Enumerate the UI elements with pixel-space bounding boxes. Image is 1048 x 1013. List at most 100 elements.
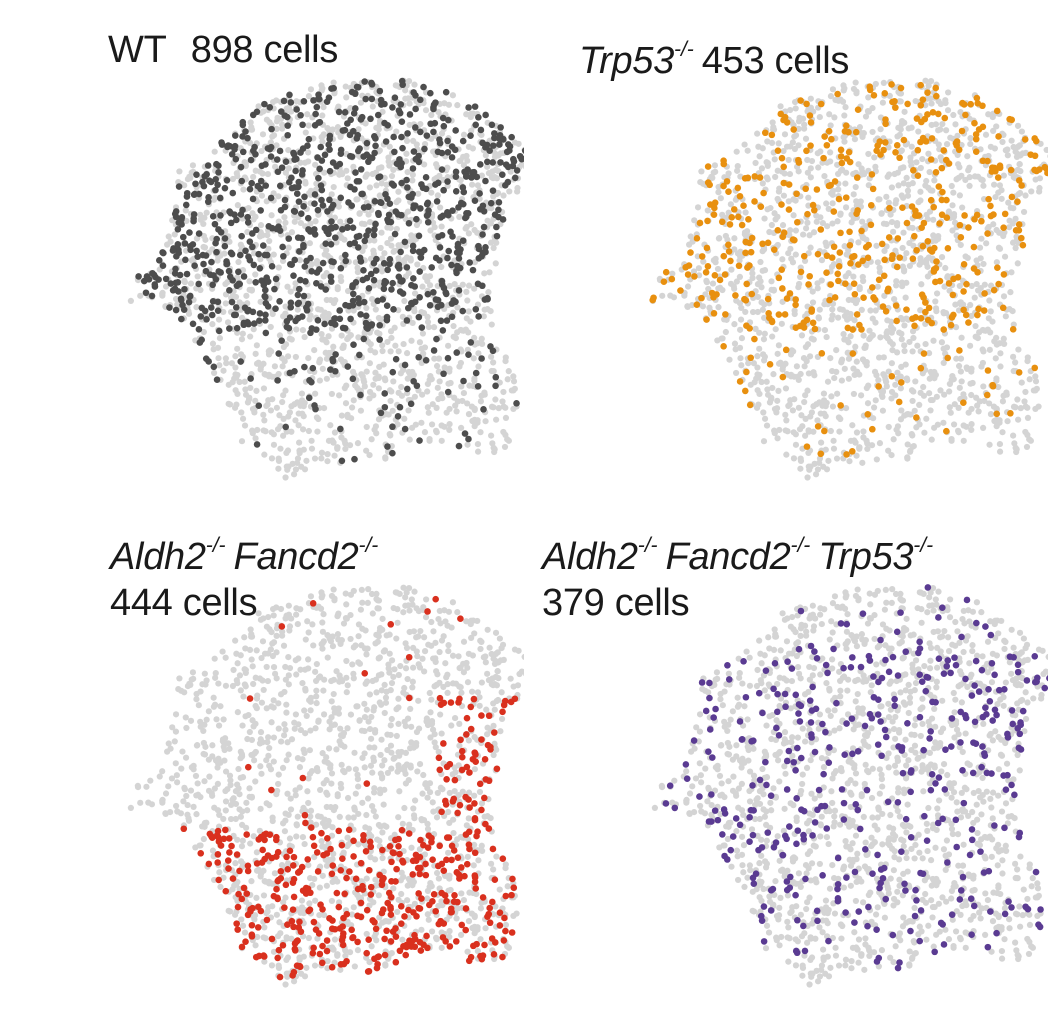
background-cell-point bbox=[355, 633, 362, 640]
background-cell-point bbox=[1004, 152, 1011, 159]
background-cell-point bbox=[974, 402, 981, 409]
highlighted-cell-point bbox=[439, 327, 447, 334]
background-cell-point bbox=[222, 798, 230, 805]
background-cell-point bbox=[842, 104, 849, 111]
background-cell-point bbox=[960, 422, 967, 429]
highlighted-cell-point bbox=[182, 201, 190, 209]
highlighted-cell-point bbox=[255, 250, 262, 258]
background-cell-point bbox=[354, 268, 361, 276]
background-cell-point bbox=[737, 355, 744, 362]
highlighted-cell-point bbox=[287, 299, 295, 307]
highlighted-cell-point bbox=[837, 229, 844, 237]
background-cell-point bbox=[315, 211, 322, 218]
highlighted-cell-point bbox=[723, 178, 731, 185]
background-cell-point bbox=[759, 248, 766, 255]
background-cell-point bbox=[742, 308, 749, 316]
background-cell-point bbox=[410, 644, 417, 651]
background-cell-point bbox=[350, 814, 357, 821]
background-cell-point bbox=[847, 333, 854, 340]
highlighted-cell-point bbox=[452, 127, 459, 134]
highlighted-cell-point bbox=[493, 223, 500, 231]
highlighted-cell-point bbox=[378, 199, 385, 207]
background-cell-point bbox=[502, 431, 509, 439]
highlighted-cell-point bbox=[957, 234, 965, 241]
background-cell-point bbox=[234, 329, 241, 336]
highlighted-cell-point bbox=[431, 119, 439, 127]
background-cell-point bbox=[754, 371, 761, 378]
highlighted-cell-point bbox=[499, 171, 506, 178]
highlighted-cell-point bbox=[145, 276, 153, 283]
background-cell-point bbox=[446, 421, 453, 428]
background-cell-point bbox=[792, 227, 800, 234]
background-cell-point bbox=[451, 280, 458, 288]
highlighted-cell-point bbox=[246, 256, 254, 264]
highlighted-cell-point bbox=[896, 154, 903, 162]
background-cell-point bbox=[323, 777, 330, 784]
highlighted-cell-point bbox=[785, 181, 793, 188]
background-cell-point bbox=[457, 326, 464, 334]
background-cell-point bbox=[269, 605, 277, 613]
background-cell-point bbox=[881, 247, 888, 255]
background-cell-point bbox=[905, 411, 912, 418]
highlighted-cell-point bbox=[917, 364, 925, 372]
background-cell-point bbox=[265, 397, 272, 404]
highlighted-cell-point bbox=[813, 186, 821, 193]
background-cell-point bbox=[323, 754, 330, 761]
highlighted-cell-point bbox=[851, 290, 859, 298]
background-cell-point bbox=[252, 213, 259, 220]
background-cell-point bbox=[312, 390, 319, 397]
background-cell-point bbox=[745, 360, 752, 367]
highlighted-cell-point bbox=[315, 95, 322, 103]
highlighted-cell-point bbox=[740, 202, 747, 210]
highlighted-cell-point bbox=[711, 272, 719, 279]
background-cell-point bbox=[282, 726, 289, 733]
background-cell-point bbox=[435, 355, 443, 362]
background-cell-point bbox=[750, 360, 757, 367]
background-cell-point bbox=[371, 785, 378, 792]
highlighted-cell-point bbox=[223, 258, 230, 265]
highlighted-cell-point bbox=[253, 441, 261, 448]
background-cell-point bbox=[386, 143, 393, 150]
background-cell-point bbox=[359, 799, 366, 806]
background-cell-point bbox=[697, 179, 704, 186]
background-cell-point bbox=[917, 164, 924, 172]
highlighted-cell-point bbox=[743, 322, 750, 330]
background-cell-point bbox=[925, 184, 932, 191]
highlighted-cell-point bbox=[376, 336, 383, 343]
background-cell-point bbox=[790, 455, 798, 462]
highlighted-cell-point bbox=[948, 314, 956, 321]
background-cell-point bbox=[862, 344, 869, 351]
highlighted-cell-point bbox=[440, 186, 447, 194]
background-cell-point bbox=[859, 459, 866, 466]
highlighted-cell-point bbox=[892, 149, 899, 156]
background-cell-point bbox=[779, 366, 786, 373]
background-cell-point bbox=[378, 736, 385, 743]
background-cell-point bbox=[856, 286, 863, 293]
background-cell-point bbox=[957, 241, 964, 249]
background-cell-point bbox=[215, 316, 223, 323]
background-cell-point bbox=[431, 355, 438, 362]
background-cell-point bbox=[901, 342, 908, 349]
background-cell-point bbox=[371, 349, 379, 356]
background-cell-point bbox=[220, 308, 227, 316]
highlighted-cell-point bbox=[803, 100, 810, 108]
background-cell-point bbox=[888, 388, 896, 396]
background-cell-point bbox=[1043, 146, 1048, 154]
background-cell-point bbox=[222, 280, 229, 288]
background-cell-point bbox=[747, 381, 754, 388]
background-cell-point bbox=[846, 458, 853, 465]
background-cell-point bbox=[164, 748, 171, 755]
background-cell-point bbox=[328, 390, 335, 398]
background-cell-point bbox=[477, 905, 485, 912]
background-cell-point bbox=[722, 328, 729, 336]
highlighted-cell-point bbox=[198, 304, 206, 312]
highlighted-cell-point bbox=[190, 215, 197, 222]
highlighted-cell-point bbox=[257, 177, 265, 185]
background-cell-point bbox=[809, 299, 817, 306]
highlighted-cell-point bbox=[384, 443, 391, 450]
background-cell-point bbox=[886, 92, 893, 99]
background-cell-point bbox=[749, 274, 756, 282]
background-cell-point bbox=[446, 928, 453, 935]
highlighted-cell-point bbox=[375, 174, 382, 181]
highlighted-cell-point bbox=[449, 233, 456, 240]
